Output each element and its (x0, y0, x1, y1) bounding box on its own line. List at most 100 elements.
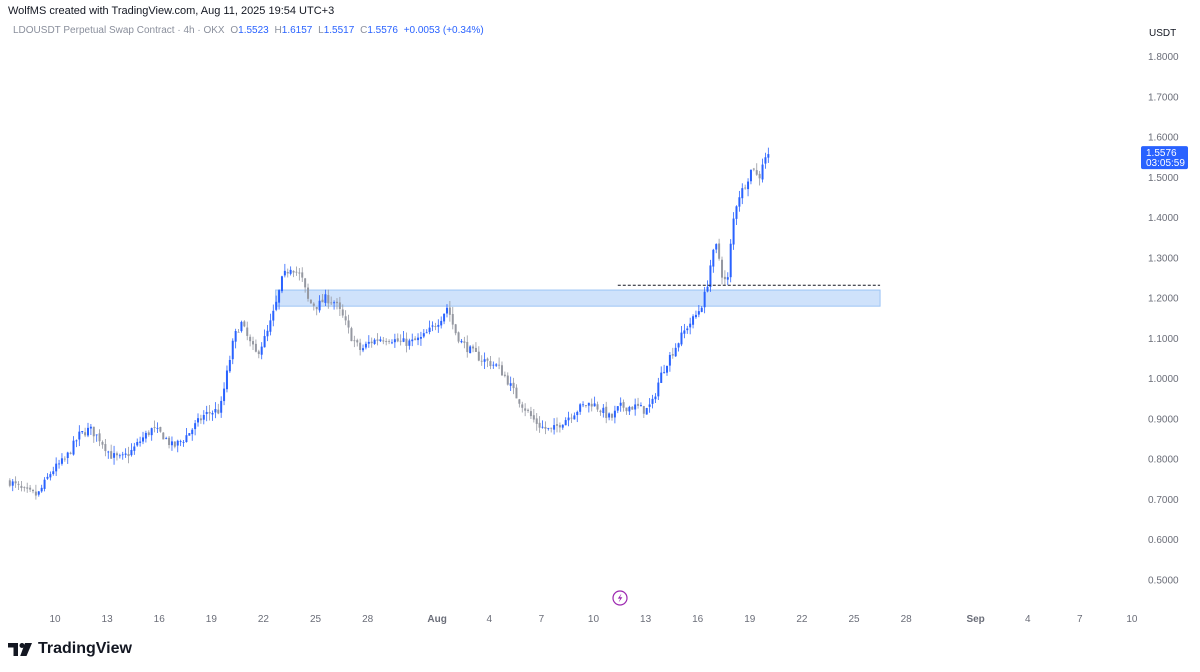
candle (46, 473, 49, 480)
candle (89, 424, 92, 435)
time-tick-label: 19 (206, 614, 218, 625)
candle (327, 289, 330, 309)
candle (466, 335, 469, 358)
candle (58, 459, 61, 469)
candle (278, 289, 281, 310)
candle (26, 482, 29, 493)
candle (283, 263, 286, 278)
change-value: +0.0053 (+0.34%) (403, 25, 484, 36)
time-tick-label: 7 (539, 614, 545, 625)
candle (359, 338, 362, 356)
candle (555, 417, 558, 433)
candle (237, 329, 240, 333)
price-tick-label: 0.6000 (1148, 535, 1179, 546)
candle (744, 184, 747, 190)
candle (686, 325, 689, 334)
candle (616, 406, 619, 414)
tradingview-logo[interactable]: TradingView (8, 640, 132, 658)
time-tick-label: 22 (258, 614, 270, 625)
candle (573, 412, 576, 420)
candle (159, 426, 162, 433)
candle (133, 442, 136, 455)
candle (246, 321, 249, 341)
candle (657, 377, 660, 401)
price-axis[interactable]: 1.8000 1.7000 1.6000 1.5000 1.4000 1.3000 1.20… (1141, 52, 1188, 587)
candle (506, 372, 509, 386)
tradingview-brand: TradingView (38, 640, 132, 657)
candle (147, 430, 150, 437)
candle (532, 408, 535, 423)
candle (399, 334, 402, 346)
candle (460, 338, 463, 344)
time-axis[interactable]: 10 13 16 19 22 25 28 Aug 4 7 10 13 16 19 22 25 28 Sep 4 7 10 (49, 614, 1138, 625)
candle (666, 365, 669, 376)
candle (52, 466, 55, 476)
candle (541, 420, 544, 429)
candle (518, 398, 521, 408)
candle (405, 332, 408, 353)
candle (764, 152, 767, 169)
supply-demand-zone[interactable] (275, 289, 881, 307)
price-tick-label: 0.9000 (1148, 414, 1179, 425)
candle (709, 259, 712, 292)
candle (362, 344, 365, 353)
currency-label: USDT (1149, 28, 1176, 39)
candle (318, 295, 321, 313)
candle (694, 310, 697, 319)
candle (596, 401, 599, 412)
candle (634, 398, 637, 416)
candle (390, 339, 393, 345)
candle (752, 167, 755, 172)
candle (197, 413, 200, 427)
candle (527, 408, 530, 413)
candle (767, 147, 770, 163)
candle (648, 398, 651, 413)
candle (613, 405, 616, 424)
candle (356, 338, 359, 347)
candle (173, 441, 176, 449)
candle (747, 178, 750, 197)
candle (726, 272, 729, 286)
event-icon[interactable] (612, 590, 628, 606)
candle (579, 403, 582, 415)
candle (168, 435, 171, 449)
candle (605, 401, 608, 424)
candle (590, 398, 593, 412)
symbol-description[interactable]: LDOUSDT Perpetual Swap Contract (13, 25, 175, 36)
candle (115, 451, 118, 461)
time-tick-label: 19 (744, 614, 756, 625)
candle (703, 286, 706, 314)
candle (738, 190, 741, 212)
candle (582, 401, 585, 408)
candle (480, 355, 483, 366)
candle (307, 283, 310, 302)
interval-label[interactable]: 4h (183, 25, 195, 36)
candle (411, 333, 414, 347)
candle (165, 436, 168, 440)
candle (553, 418, 556, 435)
candle (298, 268, 301, 281)
candle (208, 405, 211, 421)
candle (254, 339, 257, 353)
price-tick-label: 0.8000 (1148, 455, 1179, 466)
price-tick-label: 1.3000 (1148, 253, 1179, 264)
candle (20, 480, 23, 492)
candle (628, 405, 631, 416)
candle (741, 183, 744, 205)
high-value: 1.6157 (281, 25, 313, 36)
candle (333, 300, 336, 310)
candle (275, 295, 278, 312)
candle (34, 484, 37, 500)
candle (593, 396, 596, 407)
candle (263, 329, 266, 348)
candle (92, 426, 95, 443)
close-value: 1.5576 (367, 25, 398, 36)
time-tick-label: 10 (588, 614, 600, 625)
candle (385, 338, 388, 346)
low-label: L (318, 25, 324, 36)
candle (40, 484, 43, 493)
candle (202, 410, 205, 425)
candle (55, 457, 58, 476)
candle (443, 313, 446, 325)
